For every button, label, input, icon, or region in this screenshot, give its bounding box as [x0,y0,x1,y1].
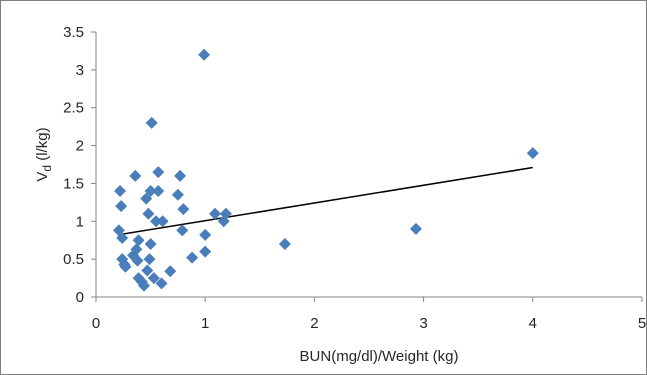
data-point [156,215,169,228]
data-point [526,147,539,160]
axes [91,31,643,302]
data-point [141,264,154,277]
y-tick-label: 2 [76,138,84,155]
data-point [176,224,189,237]
data-point [219,207,232,220]
data-point [174,169,187,182]
y-tick-label: 1 [76,213,84,230]
y-tick-label: 0 [76,289,84,306]
data-point [209,207,222,220]
y-tick-label: 3.5 [63,24,84,41]
data-point [150,215,163,228]
data-point [155,277,168,290]
data-point [152,185,165,197]
data-point [186,251,199,264]
data-point [119,260,132,273]
data-point [130,243,143,256]
data-point [144,185,157,197]
x-tick-label: 0 [92,315,100,332]
data-point [199,228,212,241]
x-tick-label: 1 [201,315,209,332]
x-tick-label: 5 [638,315,646,332]
trendline-group [117,166,533,236]
y-tick-label: 3 [76,62,84,79]
x-tick-label: 4 [529,315,537,332]
y-tick-label: 0.5 [63,251,84,268]
data-point [171,188,184,201]
x-tick-label: 2 [310,315,318,332]
data-point [152,166,165,179]
data-point [177,203,190,216]
data-point [131,254,144,267]
y-tick-label: 1.5 [63,175,84,192]
data-points [112,48,539,292]
data-point [147,272,160,285]
y-axis-title: Vd (l/kg) [34,127,54,181]
data-point [116,231,129,244]
y-axis-title-unit: (l/kg) [34,127,51,165]
data-point [409,222,422,235]
data-point [164,265,177,278]
data-point [199,245,212,258]
x-axis-title: BUN(mg/dl)/Weight (kg) [300,348,459,365]
y-axis-title-subscript: d [40,165,54,172]
trendline [117,166,533,236]
data-point [198,48,211,61]
data-point [144,238,157,250]
data-point [115,200,128,213]
data-point [138,279,151,292]
data-point [114,185,127,197]
data-point [278,238,291,250]
data-point [142,207,155,220]
y-tick-label: 2.5 [63,100,84,117]
tick-labels: 0 0.5 1 1.5 2 2.5 3 3.5 0 1 2 3 4 5 [63,24,646,332]
data-point [145,116,158,129]
data-point [129,169,142,182]
x-tick-label: 3 [419,315,427,332]
data-point [143,253,156,266]
data-point [132,234,145,247]
y-axis-title-main: V [34,172,51,182]
